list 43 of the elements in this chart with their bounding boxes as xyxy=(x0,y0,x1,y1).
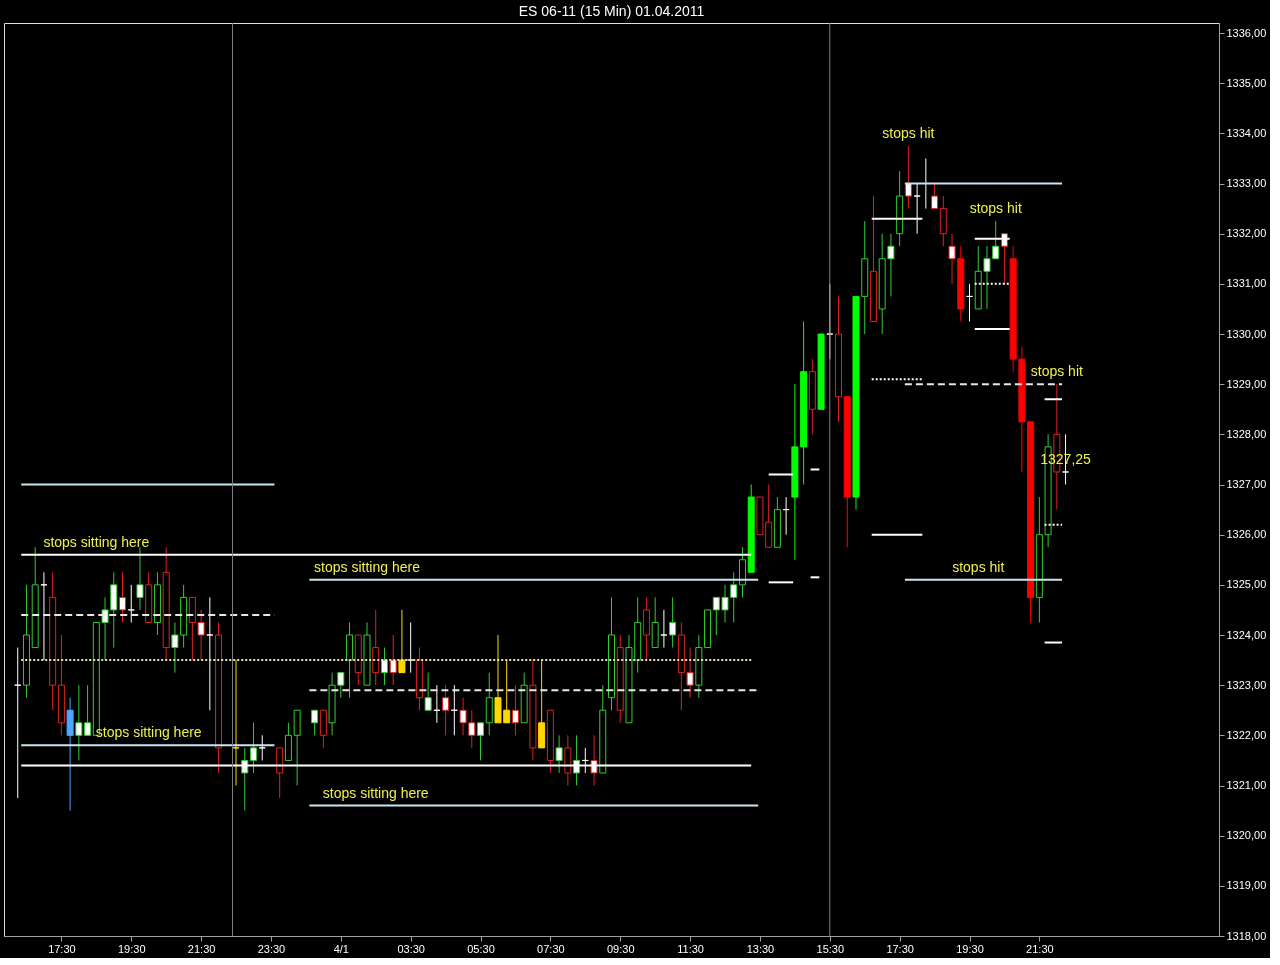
x-tick-label: 03:30 xyxy=(397,942,425,955)
annotation: stops sitting here xyxy=(95,724,202,741)
annotation: stops hit xyxy=(1030,363,1083,380)
y-tick-label: 1330,00 xyxy=(1226,327,1267,340)
annotation: stops hit xyxy=(882,124,935,141)
x-tick-label: 21:30 xyxy=(187,942,216,955)
y-tick-label: 1325,00 xyxy=(1226,578,1267,591)
chart-title: ES 06-11 (15 Min) 01.04.2011 xyxy=(518,2,705,19)
y-tick-label: 1321,00 xyxy=(1226,779,1267,792)
x-tick-label: 19:30 xyxy=(117,942,146,955)
x-tick-label: 4/1 xyxy=(333,942,349,955)
x-tick-label: 21:30 xyxy=(1026,942,1054,955)
y-tick-label: 1334,00 xyxy=(1226,126,1267,139)
annotation: stops hit xyxy=(952,558,1005,575)
y-tick-label: 1333,00 xyxy=(1226,177,1267,190)
x-tick-label: 05:30 xyxy=(467,942,495,955)
y-tick-label: 1335,00 xyxy=(1226,76,1267,89)
y-tick-label: 1332,00 xyxy=(1226,227,1267,240)
annotation: stops sitting here xyxy=(322,784,429,801)
x-tick-label: 11:30 xyxy=(677,942,704,955)
x-tick-label: 07:30 xyxy=(537,942,565,955)
x-tick-label: 17:30 xyxy=(886,942,914,955)
y-tick-label: 1320,00 xyxy=(1226,829,1267,842)
x-tick-label: 09:30 xyxy=(606,942,635,955)
y-tick-label: 1327,00 xyxy=(1226,478,1267,491)
annotation: stops sitting here xyxy=(314,558,421,575)
y-tick-label: 1326,00 xyxy=(1226,528,1267,541)
x-tick-label: 23:30 xyxy=(257,942,286,955)
y-tick-label: 1319,00 xyxy=(1226,879,1267,892)
y-tick-label: 1318,00 xyxy=(1226,929,1267,942)
x-tick-label: 19:30 xyxy=(956,942,984,955)
y-tick-label: 1328,00 xyxy=(1226,427,1267,440)
y-tick-label: 1323,00 xyxy=(1226,678,1267,691)
annotation: stops hit xyxy=(969,200,1022,217)
x-tick-label: 15:30 xyxy=(816,942,845,955)
y-tick-label: 1336,00 xyxy=(1226,26,1267,39)
y-tick-label: 1329,00 xyxy=(1226,377,1267,390)
x-tick-label: 13:30 xyxy=(746,942,775,955)
x-tick-label: 17:30 xyxy=(48,942,76,955)
y-tick-label: 1331,00 xyxy=(1226,277,1267,290)
y-tick-label: 1322,00 xyxy=(1226,728,1267,741)
y-tick-label: 1324,00 xyxy=(1226,628,1267,641)
annotation: stops sitting here xyxy=(43,533,150,550)
